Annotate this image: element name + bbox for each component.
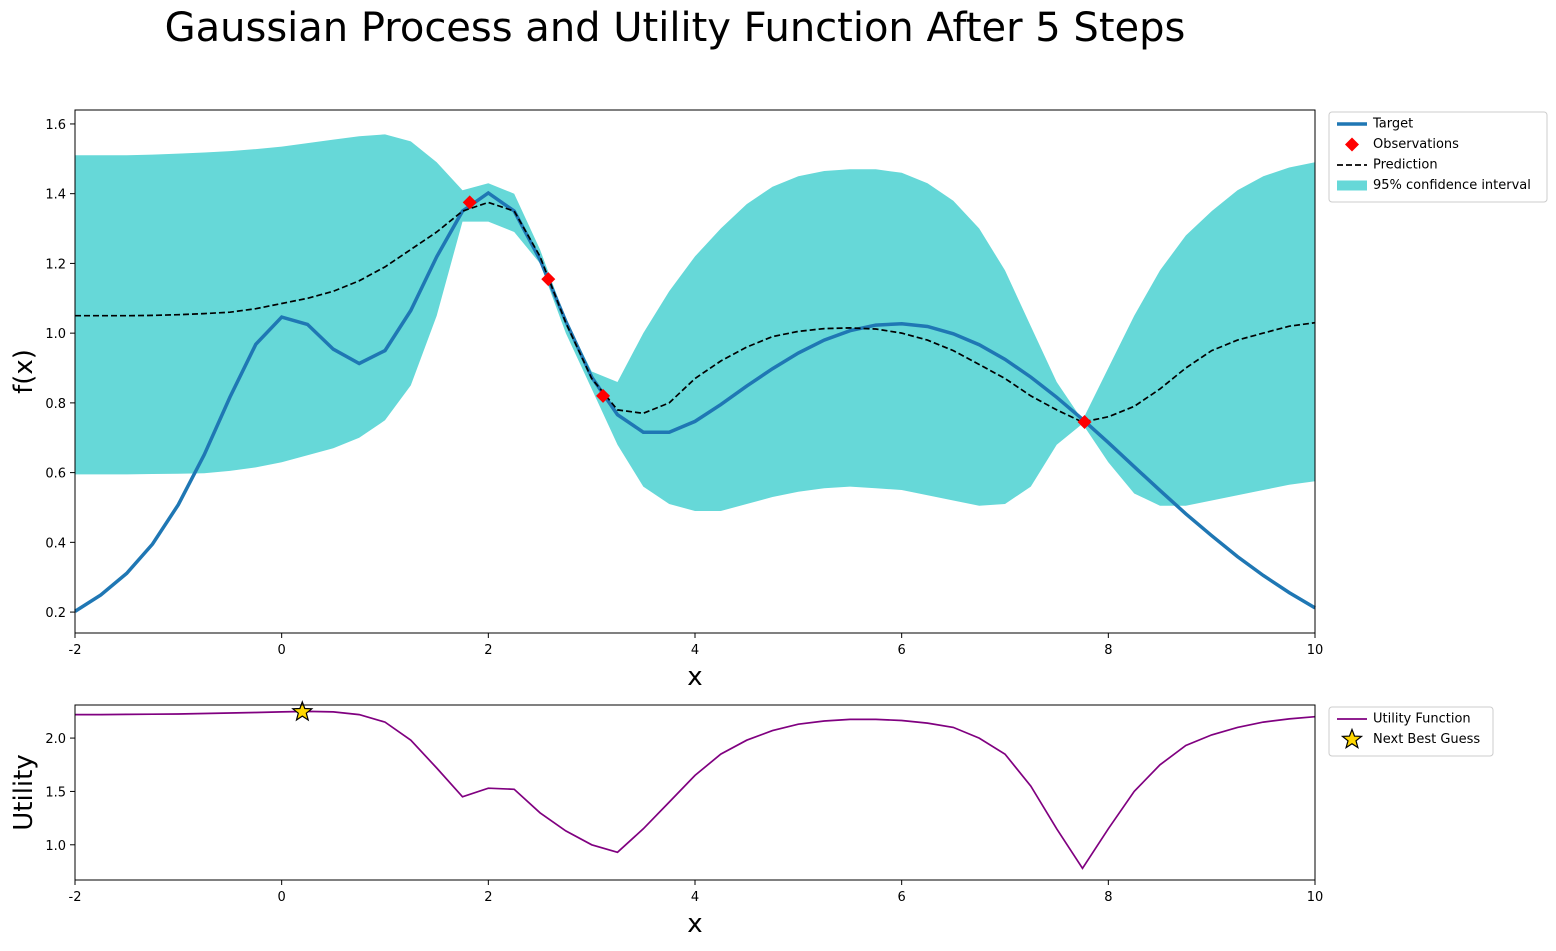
y-axis-label: f(x) <box>9 349 39 394</box>
star-marker <box>291 700 314 722</box>
axes-frame <box>74 704 1316 881</box>
diamond-marker <box>1077 415 1092 430</box>
x-tick-label: 6 <box>898 643 906 658</box>
y-tick-label: 0.8 <box>45 397 66 412</box>
diamond-marker <box>596 388 611 403</box>
legend-label: 95% confidence interval <box>1373 178 1531 193</box>
y-tick-label: 1.0 <box>45 839 66 854</box>
x-tick-label: -2 <box>69 643 82 658</box>
x-tick-label: 4 <box>691 643 699 658</box>
diamond-marker <box>462 195 477 210</box>
line-series <box>74 190 1316 613</box>
x-tick-label: 10 <box>1307 890 1324 905</box>
legend-swatch <box>1337 180 1367 191</box>
y-axis-label: Utility <box>9 754 39 830</box>
x-tick-label: 0 <box>278 890 286 905</box>
figure-title: Gaussian Process and Utility Function Af… <box>165 5 1186 51</box>
diamond-marker <box>541 272 556 287</box>
star-marker <box>1340 727 1364 749</box>
legend-label: Observations <box>1373 137 1459 152</box>
x-axis-label: x <box>687 662 702 692</box>
line-series <box>75 201 1316 423</box>
y-tick-label: 2.0 <box>45 732 66 747</box>
y-tick-label: 0.2 <box>45 606 66 621</box>
y-tick-label: 1.2 <box>45 257 66 272</box>
y-tick-label: 1.6 <box>45 118 66 133</box>
x-tick-label: 0 <box>278 643 286 658</box>
y-tick-label: 0.4 <box>45 536 66 551</box>
x-tick-label: 4 <box>691 890 699 905</box>
line-series <box>75 710 1316 870</box>
legend-label: Utility Function <box>1373 712 1471 727</box>
confidence-band <box>75 134 1315 511</box>
y-tick-label: 1.4 <box>45 188 66 203</box>
diamond-marker <box>1345 137 1359 152</box>
legend-label: Target <box>1372 117 1413 132</box>
x-tick-label: 10 <box>1307 643 1324 658</box>
y-tick-label: 0.6 <box>45 467 66 482</box>
x-tick-label: 8 <box>1104 890 1112 905</box>
x-tick-label: 2 <box>484 643 492 658</box>
legend-box <box>1328 111 1548 203</box>
y-tick-label: 1.5 <box>45 785 66 800</box>
legend-box <box>1328 706 1494 757</box>
legend-label: Prediction <box>1373 158 1438 173</box>
legend-label: Next Best Guess <box>1373 732 1480 747</box>
x-tick-label: 2 <box>484 890 492 905</box>
y-tick-label: 1.0 <box>45 327 66 342</box>
x-tick-label: 8 <box>1104 643 1112 658</box>
x-axis-label: x <box>687 909 702 939</box>
x-tick-label: 6 <box>898 890 906 905</box>
x-tick-label: -2 <box>69 890 82 905</box>
